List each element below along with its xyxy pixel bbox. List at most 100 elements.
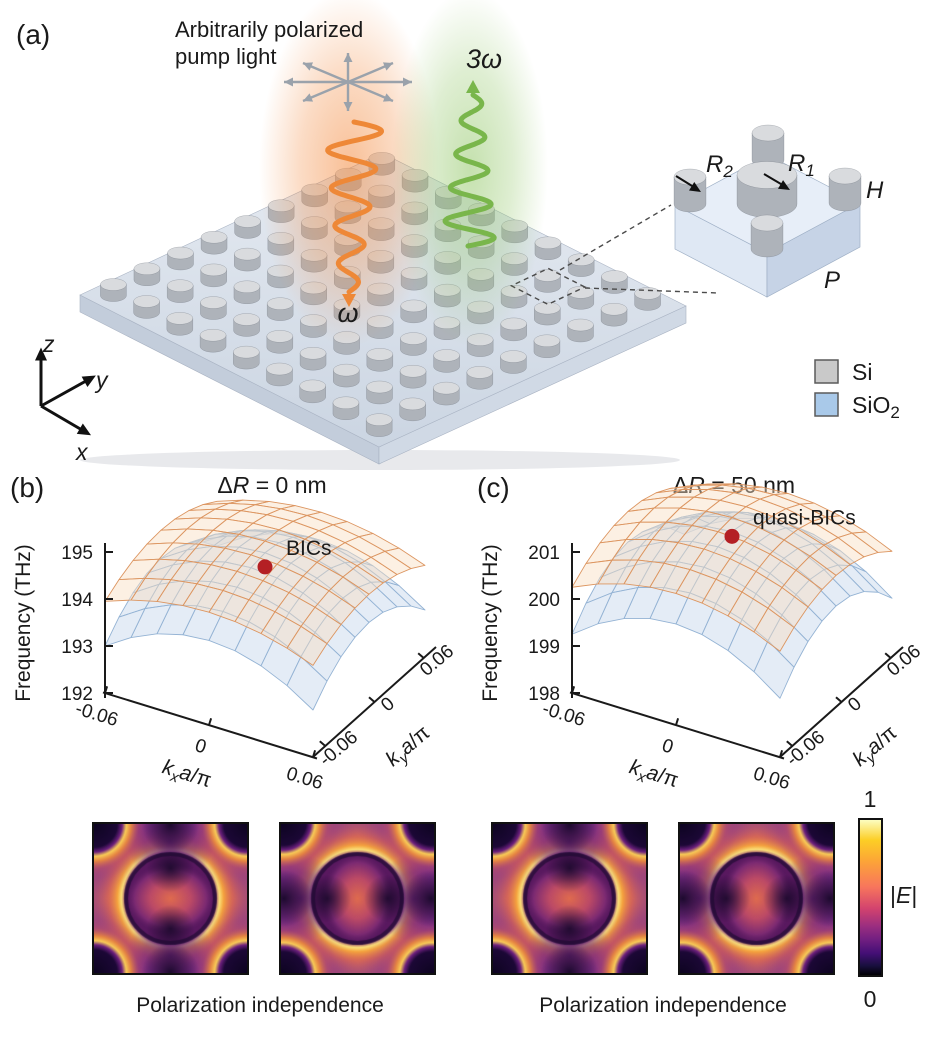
pillar-top xyxy=(433,349,460,362)
x-axis-arrowhead xyxy=(76,423,92,436)
pillar-top xyxy=(466,366,494,379)
panel-b-surface-plot: (b) ΔR = 0 nm 195194193192-0.0600.06-0.0… xyxy=(10,472,458,795)
bic-marker-label: BICs xyxy=(286,537,332,560)
pump-label-line2: pump light xyxy=(175,44,277,69)
colorbar-top-tick: 1 xyxy=(863,786,877,812)
x-tick-label: -0.06 xyxy=(540,698,588,731)
field-map-c-1 xyxy=(491,822,648,975)
z-tick-label: 198 xyxy=(528,684,560,705)
x-axis xyxy=(102,691,318,760)
corner-post-back-top xyxy=(751,124,785,142)
period-label: P xyxy=(824,267,840,294)
z-tick-label: 195 xyxy=(61,543,93,564)
pillar-top xyxy=(567,253,595,266)
surface-quad xyxy=(753,640,795,699)
z-tick-label: 194 xyxy=(61,590,93,611)
pillar-top xyxy=(366,380,393,394)
surface-quad xyxy=(571,592,613,635)
z-axis-label: z xyxy=(42,331,55,357)
polarization-arrowhead xyxy=(303,93,314,102)
panel-b-title: ΔR = 0 nm xyxy=(217,472,326,498)
colorbar-label: |E| xyxy=(890,882,918,908)
r2-arrowhead xyxy=(689,181,701,192)
beam-glows xyxy=(259,0,548,346)
pillar-top xyxy=(400,332,427,345)
x-tick-label: -0.06 xyxy=(73,698,121,731)
corner-post-left-body xyxy=(673,176,707,213)
z-axis-arrowhead xyxy=(35,347,47,361)
surface-plot-b: 195194193192-0.0600.06-0.0600.06Frequenc… xyxy=(12,499,458,795)
panel-a-schematic: (a) Arbitrarily polarized pump light 3ω … xyxy=(16,0,900,470)
corner-post-front-body xyxy=(750,222,784,258)
pillar-top xyxy=(533,334,561,348)
field-map-c-2 xyxy=(678,822,835,975)
x-axis xyxy=(569,691,785,760)
pillar-top xyxy=(266,362,293,376)
pillar-top xyxy=(234,247,261,261)
polarization-arrowhead xyxy=(284,77,293,87)
surface-quad xyxy=(286,656,328,711)
z-tick-label: 200 xyxy=(528,590,560,611)
legend-swatch-sio2 xyxy=(814,392,839,417)
height-label: H xyxy=(866,177,884,204)
pump-frequency-symbol: ω xyxy=(337,298,358,328)
frequency-axis-label: Frequency (THz) xyxy=(479,544,502,702)
frequency-axis-label: Frequency (THz) xyxy=(12,544,35,702)
corner-radius-label: R2 xyxy=(706,151,733,181)
polarization-arrowhead xyxy=(303,62,314,71)
pillar-top xyxy=(233,345,260,359)
y-tick-label: 0 xyxy=(377,693,399,716)
kx-axis-label: kxa/π xyxy=(158,755,214,795)
pump-wave xyxy=(325,119,384,295)
pillar-top xyxy=(365,413,393,426)
pillar-top xyxy=(534,269,561,282)
caption-panel-b: Polarization independence xyxy=(136,994,384,1017)
y-tick-label: 0.06 xyxy=(416,641,458,681)
z-tick-label: 201 xyxy=(528,543,560,564)
pillar-top xyxy=(333,363,360,377)
pillar-top xyxy=(366,348,394,361)
pillar-top xyxy=(332,396,360,410)
pump-glow xyxy=(259,0,439,346)
corner-post-right-body xyxy=(828,175,862,212)
pillar-top xyxy=(299,346,327,360)
panel-a-label: (a) xyxy=(16,19,50,50)
polarization-arrowhead xyxy=(382,62,393,71)
polarization-arrowhead xyxy=(343,53,353,62)
band-surface-orange xyxy=(571,483,893,652)
pillar-top xyxy=(299,379,326,393)
pillar-top xyxy=(233,313,260,326)
pillar-top xyxy=(200,296,227,309)
center-radius-label: R1 xyxy=(788,150,815,180)
axes xyxy=(569,543,904,760)
caption-panel-c: Polarization independence xyxy=(539,994,787,1017)
z-tick-label: 199 xyxy=(528,637,560,658)
x-axis-label: x xyxy=(75,439,89,465)
pillar-top xyxy=(567,318,594,332)
pillar-top xyxy=(399,364,427,378)
panel-c-surface-plot: (c) ΔR = 50 nm 201200199198-0.0600.06-0.… xyxy=(477,472,925,794)
x-tick-label: 0.06 xyxy=(751,763,793,794)
polarization-arrowhead xyxy=(382,93,393,102)
surface-quad xyxy=(286,625,328,666)
callout-line-bottom xyxy=(584,287,719,294)
pillar-top xyxy=(200,230,228,244)
z-tick-label: 193 xyxy=(61,637,93,658)
pillar-top xyxy=(433,381,460,395)
polarization-arrow-line xyxy=(302,61,394,103)
pillar-top xyxy=(100,278,127,291)
pillar-top xyxy=(167,246,194,260)
pillar-top xyxy=(534,301,561,315)
callout-line-top xyxy=(559,204,672,271)
third-harmonic-symbol: 3ω xyxy=(466,44,502,74)
ky-axis-label: kya/π xyxy=(381,721,437,774)
y-tick-label: 0 xyxy=(844,693,866,716)
pillar-top xyxy=(200,263,227,277)
pump-wave-arrowhead xyxy=(342,294,356,307)
harmonic-wave-arrowhead xyxy=(466,80,480,93)
pillar-top xyxy=(399,397,426,411)
y-axis-line xyxy=(40,379,87,408)
surface-quad xyxy=(571,559,613,588)
ky-axis-label: kya/π xyxy=(848,721,904,774)
